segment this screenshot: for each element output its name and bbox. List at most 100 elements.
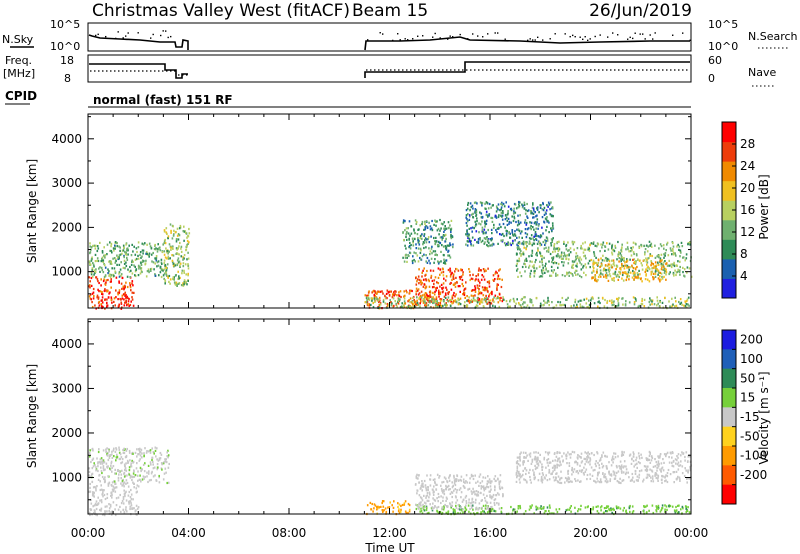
power-data-cell [542,203,544,206]
power-data-cell [489,244,491,247]
power-data-cell [545,240,547,243]
power-data-cell [443,227,445,230]
power-data-cell [546,239,549,242]
power-data-cell [416,301,419,304]
power-data-cell [422,278,425,281]
power-data-cell [466,218,468,221]
power-data-cell [532,203,534,206]
power-data-cell [96,259,99,262]
velocity-data-cell [510,505,512,509]
velocity-data-cell [114,513,117,517]
power-data-cell [531,249,534,252]
power-data-cell [658,305,661,308]
power-data-cell [507,243,510,246]
power-data-cell [535,227,537,230]
power-data-cell [382,292,384,295]
power-data-cell [401,302,403,305]
power-data-cell [620,258,622,261]
power-data-cell [522,303,524,306]
velocity-data-cell [122,497,125,501]
velocity-data-cell [433,506,435,509]
power-data-cell [680,301,683,304]
power-data-cell [525,257,528,260]
power-data-cell [516,262,518,265]
power-data-cell [513,300,516,303]
velocity-data-cell [95,466,97,469]
power-data-cell [508,222,510,225]
power-data-cell [507,241,509,244]
velocity-data-cell [467,488,469,491]
velocity-data-cell [596,474,599,477]
nsky-point [639,33,641,35]
power-data-cell [576,247,579,250]
velocity-data-cell [123,447,125,450]
power-data-cell [501,218,504,221]
power-data-cell [497,297,499,300]
power-data-cell [182,265,185,268]
power-data-cell [583,248,586,251]
velocity-colorbar-segment [722,465,736,486]
velocity-data-cell [516,510,518,513]
velocity-data-cell [143,470,146,473]
velocity-data-cell [646,504,648,507]
power-data-cell [162,243,164,246]
velocity-data-cell [655,476,658,479]
power-data-cell [580,299,583,302]
power-data-cell [672,251,675,254]
power-data-cell [466,305,468,308]
power-data-cell [564,255,567,258]
velocity-data-cell [479,473,482,476]
power-data-cell [648,256,650,260]
velocity-data-cell [567,472,569,475]
power-data-cell [167,257,170,260]
power-data-cell [166,249,169,253]
power-data-cell [447,268,450,272]
power-data-cell [649,254,651,257]
power-data-cell [139,267,142,270]
velocity-data-cell [540,478,543,481]
velocity-data-cell [465,504,467,507]
power-data-cell [678,300,680,304]
power-data-cell [161,250,164,254]
velocity-data-cell [471,504,474,507]
power-data-cell [525,236,528,239]
power-data-cell [421,271,423,274]
velocity-data-cell [561,455,563,458]
plot-title: Christmas Valley West (fitACF) [92,1,350,21]
power-data-cell [524,228,527,231]
power-data-cell [670,265,673,269]
power-data-cell [635,276,638,279]
power-data-cell [430,299,432,302]
velocity-data-cell [649,468,651,471]
power-data-cell [386,289,389,292]
velocity-data-cell [540,507,543,510]
power-data-cell [584,263,587,266]
velocity-data-cell [596,477,598,480]
velocity-data-cell [141,478,144,481]
velocity-data-cell [140,480,142,483]
velocity-data-cell [113,480,115,483]
velocity-data-cell [498,507,501,510]
velocity-data-cell [88,455,91,458]
velocity-data-cell [594,480,597,483]
power-data-cell [104,298,106,301]
velocity-data-cell [94,485,96,489]
velocity-data-cell [99,499,101,502]
velocity-data-cell [407,511,409,515]
velocity-data-cell [610,473,613,476]
velocity-data-cell [123,451,126,455]
power-data-cell [115,259,117,263]
power-data-cell [632,246,634,249]
power-data-cell [467,300,470,303]
power-data-cell [437,262,440,265]
velocity-data-cell [431,506,433,509]
power-data-cell [109,262,112,265]
velocity-data-cell [599,458,602,461]
velocity-data-cell [608,509,611,512]
power-data-cell [157,260,160,263]
velocity-data-cell [443,490,445,493]
velocity-data-cell [632,510,635,513]
power-data-cell [435,253,437,256]
velocity-data-cell [602,464,605,468]
velocity-data-cell [638,476,640,479]
